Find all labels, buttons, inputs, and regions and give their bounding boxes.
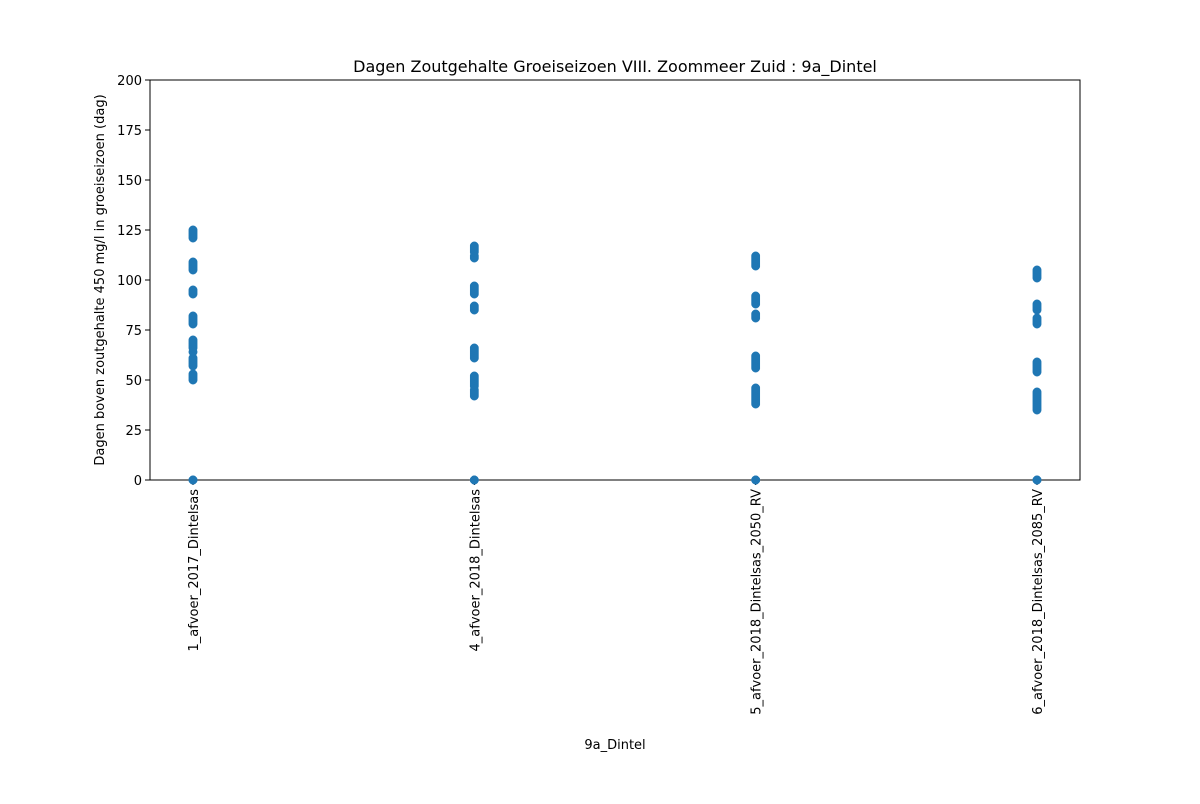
y-tick-label: 75 [125, 324, 142, 339]
data-point [751, 351, 761, 361]
data-point [469, 343, 479, 353]
y-tick-label: 175 [117, 124, 142, 139]
data-point [188, 369, 198, 379]
data-point [751, 475, 761, 485]
y-tick-label: 125 [117, 224, 142, 239]
x-axis-label: 9a_Dintel [584, 738, 645, 753]
data-point [1032, 313, 1042, 323]
x-tick-label: 4_afvoer_2018_Dintelsas [468, 489, 483, 652]
y-tick-label: 0 [134, 474, 142, 489]
plot-area-border [149, 79, 1081, 481]
y-tick-label: 150 [117, 174, 142, 189]
y-tick-label: 50 [125, 374, 142, 389]
data-point [751, 383, 761, 393]
y-axis-label: Dagen boven zoutgehalte 450 mg/l in groe… [93, 94, 108, 465]
data-point [1032, 299, 1042, 309]
x-tick-label: 5_afvoer_2018_Dintelsas_2050_RV [750, 489, 765, 715]
axes-frame [149, 79, 1081, 481]
data-point [469, 241, 479, 251]
data-point [188, 475, 198, 485]
x-tick-label: 6_afvoer_2018_Dintelsas_2085_RV [1031, 489, 1046, 715]
x-axis-ticks: 1_afvoer_2017_Dintelsas 4_afvoer_2018_Din… [187, 480, 1046, 715]
data-point [188, 311, 198, 321]
data-point [1032, 475, 1042, 485]
data-point [1032, 265, 1042, 275]
data-point [1032, 357, 1042, 367]
data-point [188, 285, 198, 295]
data-point [188, 225, 198, 235]
y-axis-ticks: 0 25 50 75 100 125 150 175 200 [117, 74, 150, 489]
data-point [751, 309, 761, 319]
chart-title: Dagen Zoutgehalte Groeiseizoen VIII. Zoo… [353, 57, 877, 77]
y-tick-label: 25 [125, 424, 142, 439]
data-point [469, 301, 479, 311]
x-tick-label: 1_afvoer_2017_Dintelsas [187, 489, 202, 652]
y-tick-label: 200 [117, 74, 142, 89]
data-point [188, 257, 198, 267]
y-tick-label: 100 [117, 274, 142, 289]
data-points [188, 225, 1042, 485]
data-point [469, 281, 479, 291]
data-point [188, 335, 198, 345]
data-point [751, 291, 761, 301]
data-point [469, 371, 479, 381]
data-point [751, 251, 761, 261]
data-point [1032, 387, 1042, 397]
data-point [469, 475, 479, 485]
